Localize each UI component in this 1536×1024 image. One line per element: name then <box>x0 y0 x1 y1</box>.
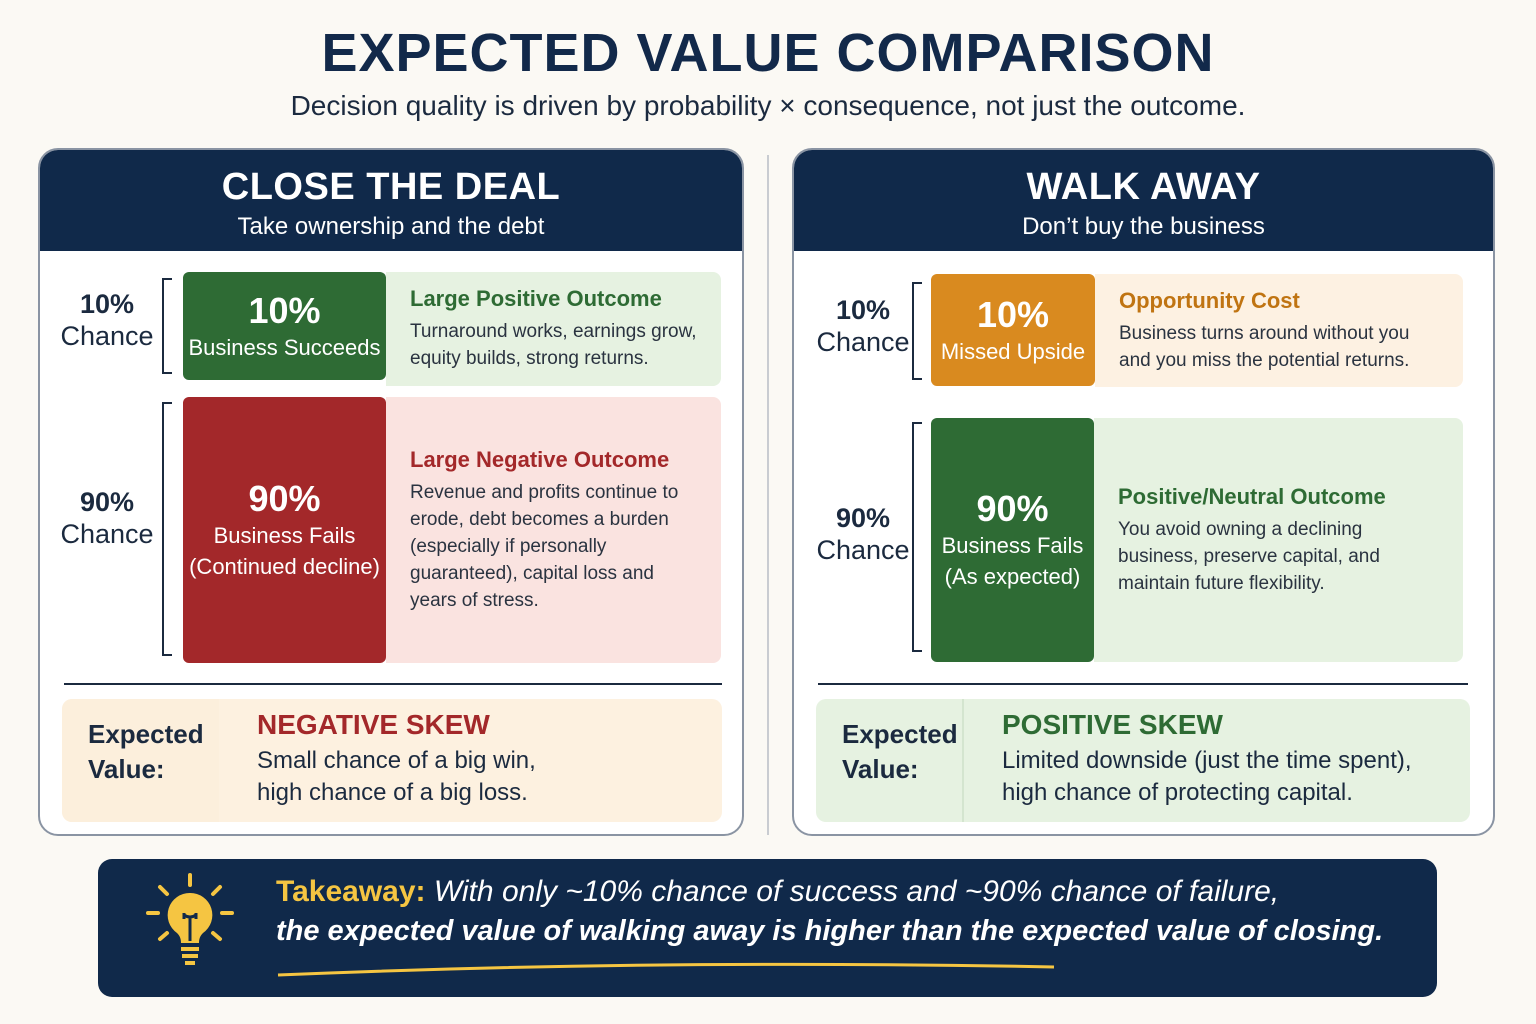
walk-away-panel: WALK AWAY Don’t buy the business 10% Chan… <box>792 148 1495 836</box>
fail-box: 90% Business Fails (As expected) <box>931 418 1094 662</box>
chance-label: 90% Chance <box>60 487 154 549</box>
expected-value-box: Expected Value: POSITIVE SKEW Limited dow… <box>816 699 1470 822</box>
bracket <box>162 278 172 374</box>
divider <box>818 683 1468 685</box>
chance-label: 10% Chance <box>816 295 910 357</box>
chance-label: 90% Chance <box>816 503 910 565</box>
panel-header: WALK AWAY Don’t buy the business <box>794 150 1493 251</box>
panel-header: CLOSE THE DEAL Take ownership and the de… <box>40 150 742 251</box>
lightbulb-icon <box>146 873 234 965</box>
bracket <box>912 422 922 652</box>
skew-title: NEGATIVE SKEW <box>257 709 490 740</box>
bracket <box>912 282 922 380</box>
outcome-description: Opportunity Cost Business turns around wi… <box>1095 274 1463 387</box>
takeaway-banner: Takeaway: With only ~10% chance of succe… <box>98 859 1437 997</box>
missed-upside-box: 10% Missed Upside <box>931 274 1095 386</box>
expected-value-label: Expected Value: <box>816 699 964 822</box>
expected-value-label: Expected Value: <box>62 699 219 822</box>
outcome-description: Positive/Neutral Outcome You avoid owning… <box>1094 418 1463 662</box>
outcome-description: Large Positive Outcome Turnaround works, … <box>386 272 721 386</box>
page-title: EXPECTED VALUE COMPARISON <box>321 23 1215 83</box>
center-divider <box>767 155 769 835</box>
panel-subtitle: Take ownership and the debt <box>237 213 545 240</box>
fail-box: 90% Business Fails (Continued decline) <box>183 397 386 663</box>
takeaway-line-1: Takeaway: With only ~10% chance of succe… <box>276 875 1280 908</box>
close-the-deal-panel: CLOSE THE DEAL Take ownership and the de… <box>38 148 744 836</box>
skew-title: POSITIVE SKEW <box>1002 709 1223 740</box>
skew-description: Limited downside (just the time spent), … <box>1002 747 1412 806</box>
outcome-description: Large Negative Outcome Revenue and profit… <box>386 397 721 663</box>
panel-title: WALK AWAY <box>1026 166 1261 208</box>
chance-label: 10% Chance <box>60 289 154 351</box>
takeaway-line-2: the expected value of walking away is hi… <box>276 915 1384 947</box>
panel-subtitle: Don’t buy the business <box>1022 213 1265 240</box>
skew-description: Small chance of a big win, high chance o… <box>257 747 536 806</box>
panel-title: CLOSE THE DEAL <box>221 166 561 208</box>
success-box: 10% Business Succeeds <box>183 272 386 380</box>
expected-value-box: Expected Value: NEGATIVE SKEW Small chanc… <box>62 699 722 822</box>
bracket <box>162 402 172 656</box>
page-subtitle: Decision quality is driven by probabilit… <box>290 90 1246 121</box>
underline-stroke <box>277 962 1055 977</box>
divider <box>64 683 722 685</box>
